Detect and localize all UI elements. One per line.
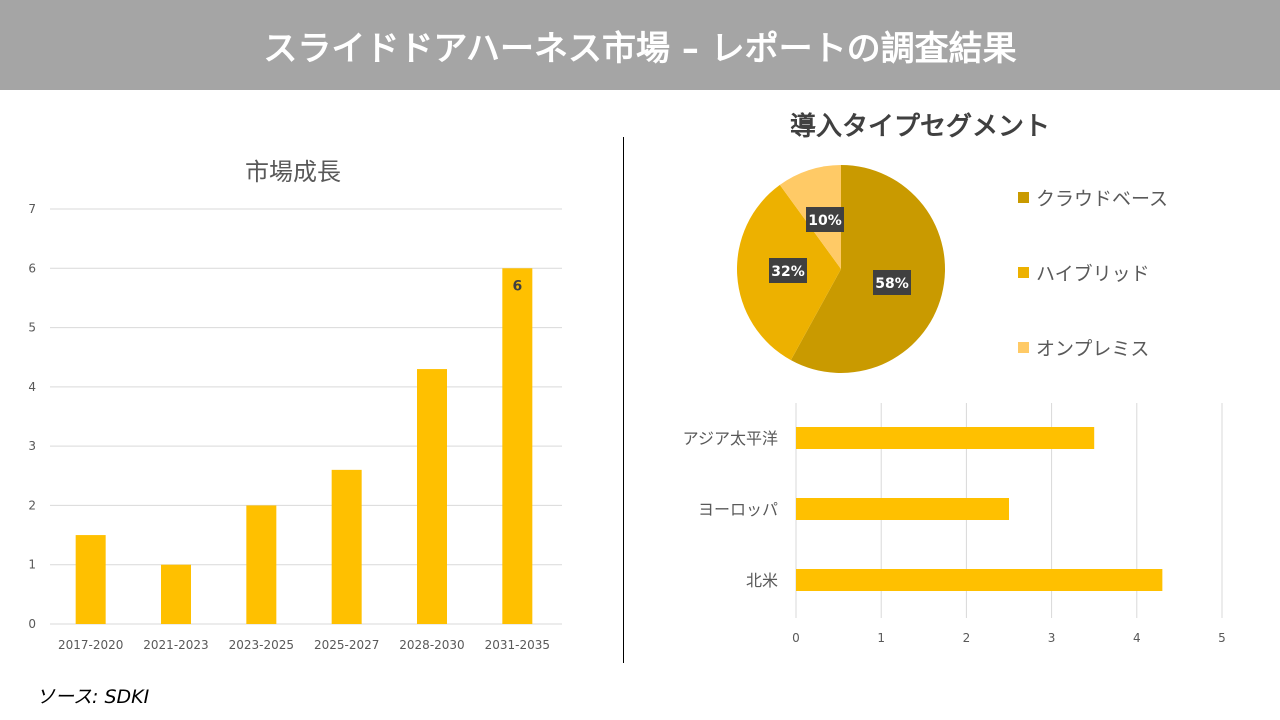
bar-2031-2035 (502, 268, 533, 624)
y-tick-label: 北米 (746, 571, 778, 590)
y-tick-label: 0 (28, 617, 36, 631)
legend-label: オンプレミス (1036, 338, 1149, 360)
y-tick-label: 7 (28, 202, 36, 216)
bar-2028-2030 (417, 369, 447, 624)
bar-ヨーロッパ (796, 498, 1009, 520)
x-tick-label: 0 (792, 631, 800, 645)
data-label-box (873, 270, 911, 295)
legend-label: ハイブリッド (1036, 262, 1150, 285)
legend-label: クラウドベース (1036, 188, 1168, 210)
x-tick-label: 2023-2025 (229, 638, 294, 652)
x-tick-label: 2021-2023 (143, 638, 208, 652)
page-title: スライドドアハーネス市場 – レポートの調査結果 (0, 0, 1280, 90)
x-tick-label: 2 (963, 631, 971, 645)
y-tick-label: 5 (28, 321, 36, 335)
y-tick-label: 3 (28, 439, 36, 453)
source-note: ソース: SDKI (36, 686, 150, 708)
x-tick-label: 5 (1218, 631, 1226, 645)
x-tick-label: 2028-2030 (399, 638, 464, 652)
x-tick-label: 4 (1133, 631, 1141, 645)
y-tick-label: 4 (28, 380, 36, 394)
bar-2023-2025 (246, 505, 277, 624)
data-label-box (769, 258, 807, 283)
growth-chart-title: 市場成長 (245, 158, 341, 186)
bar-アジア太平洋 (796, 427, 1095, 449)
data-label: 32% (771, 264, 805, 280)
data-label-box (806, 207, 844, 232)
bar-2017-2020 (75, 535, 106, 624)
x-tick-label: 3 (1048, 631, 1056, 645)
legend-swatch (1018, 192, 1029, 203)
x-tick-label: 2031-2035 (485, 638, 550, 652)
pie-slice-クラウドベース (790, 165, 946, 373)
y-tick-label: 2 (28, 498, 36, 512)
bar-北米 (796, 569, 1163, 591)
divider (623, 137, 624, 663)
data-label: 6 (512, 278, 522, 294)
data-label: 58% (875, 276, 909, 292)
y-tick-label: 1 (28, 558, 36, 572)
x-tick-label: 2025-2027 (314, 638, 379, 652)
legend-swatch (1018, 342, 1029, 353)
x-tick-label: 1 (877, 631, 885, 645)
x-tick-label: 2017-2020 (58, 638, 123, 652)
y-tick-label: ヨーロッパ (698, 500, 778, 519)
pie-chart-title: 導入タイプセグメント (790, 112, 1051, 142)
bar-2025-2027 (331, 469, 362, 624)
y-tick-label: アジア太平洋 (683, 429, 778, 448)
data-label: 10% (808, 213, 842, 229)
bar-2021-2023 (161, 564, 191, 624)
legend-swatch (1018, 267, 1029, 278)
y-tick-label: 6 (28, 261, 36, 275)
